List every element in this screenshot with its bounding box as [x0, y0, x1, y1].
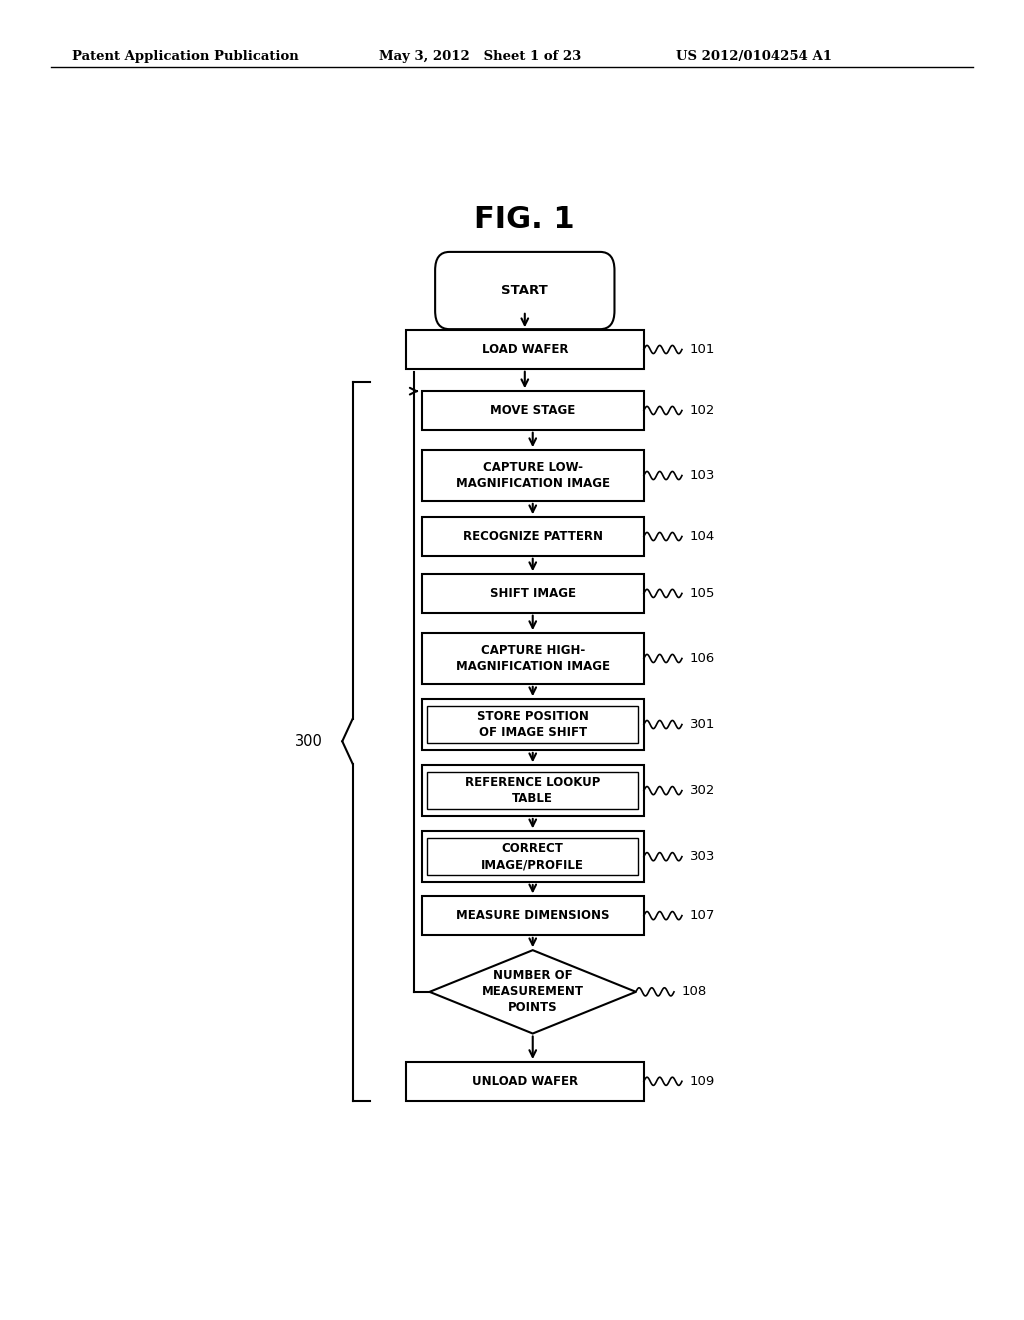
Text: 108: 108: [682, 985, 708, 998]
Text: 101: 101: [690, 343, 715, 356]
Text: START: START: [502, 284, 548, 297]
Text: LOAD WAFER: LOAD WAFER: [481, 343, 568, 356]
Text: STORE POSITION
OF IMAGE SHIFT: STORE POSITION OF IMAGE SHIFT: [477, 710, 589, 739]
Bar: [422, 832, 644, 882]
Bar: [422, 574, 644, 612]
Text: May 3, 2012   Sheet 1 of 23: May 3, 2012 Sheet 1 of 23: [379, 50, 582, 63]
Text: 103: 103: [690, 469, 715, 482]
Bar: [406, 330, 644, 368]
Bar: [422, 450, 644, 500]
Text: 102: 102: [690, 404, 715, 417]
Text: FIG. 1: FIG. 1: [474, 205, 575, 234]
Text: 104: 104: [690, 531, 715, 543]
Text: 303: 303: [690, 850, 715, 863]
Polygon shape: [430, 950, 636, 1034]
Text: MEASURE DIMENSIONS: MEASURE DIMENSIONS: [456, 909, 609, 923]
Bar: [427, 772, 638, 809]
Text: MOVE STAGE: MOVE STAGE: [490, 404, 575, 417]
Text: 107: 107: [690, 909, 715, 923]
Bar: [422, 766, 644, 816]
Bar: [422, 896, 644, 935]
Text: REFERENCE LOOKUP
TABLE: REFERENCE LOOKUP TABLE: [465, 776, 600, 805]
Text: NUMBER OF
MEASUREMENT
POINTS: NUMBER OF MEASUREMENT POINTS: [481, 969, 584, 1014]
Text: 302: 302: [690, 784, 715, 797]
Text: Patent Application Publication: Patent Application Publication: [72, 50, 298, 63]
Bar: [422, 634, 644, 684]
Bar: [427, 706, 638, 743]
Bar: [422, 517, 644, 556]
Text: SHIFT IMAGE: SHIFT IMAGE: [489, 587, 575, 599]
Bar: [427, 838, 638, 875]
Text: 300: 300: [295, 734, 323, 748]
Bar: [406, 1063, 644, 1101]
Text: 301: 301: [690, 718, 715, 731]
Text: 106: 106: [690, 652, 715, 665]
Bar: [422, 700, 644, 750]
Bar: [422, 391, 644, 430]
Text: US 2012/0104254 A1: US 2012/0104254 A1: [676, 50, 831, 63]
Text: RECOGNIZE PATTERN: RECOGNIZE PATTERN: [463, 531, 603, 543]
Text: CAPTURE HIGH-
MAGNIFICATION IMAGE: CAPTURE HIGH- MAGNIFICATION IMAGE: [456, 644, 609, 673]
Text: 105: 105: [690, 587, 715, 599]
Text: CAPTURE LOW-
MAGNIFICATION IMAGE: CAPTURE LOW- MAGNIFICATION IMAGE: [456, 461, 609, 490]
Text: 109: 109: [690, 1074, 715, 1088]
FancyBboxPatch shape: [435, 252, 614, 329]
Text: CORRECT
IMAGE/PROFILE: CORRECT IMAGE/PROFILE: [481, 842, 584, 871]
Text: UNLOAD WAFER: UNLOAD WAFER: [472, 1074, 578, 1088]
